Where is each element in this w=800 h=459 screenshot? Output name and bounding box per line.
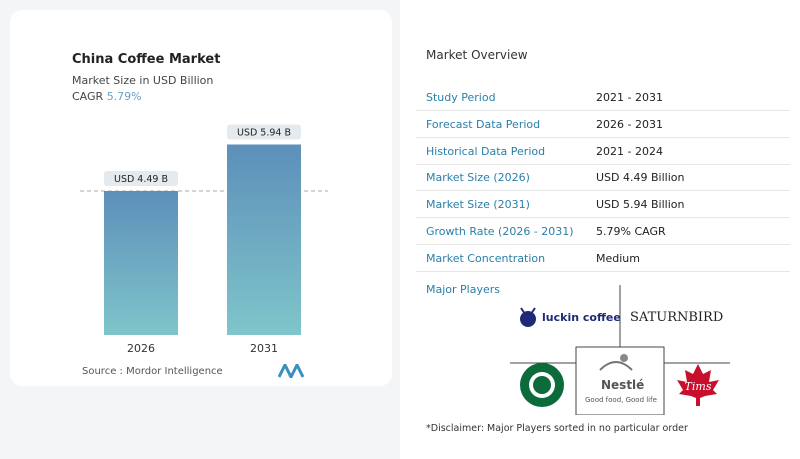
overview-row: Growth Rate (2026 - 2031) 5.79% CAGR (416, 218, 790, 245)
svg-text:Tims: Tims (685, 380, 712, 393)
overview-row-key: Growth Rate (2026 - 2031) (426, 225, 574, 238)
deer-icon (520, 307, 536, 327)
major-players-label: Major Players (426, 283, 500, 296)
chart-card (10, 10, 392, 386)
luckin-coffee-logo: luckin coffee (518, 306, 621, 328)
overview-panel (400, 0, 800, 459)
overview-row: Market Size (2031) USD 5.94 Billion (416, 191, 790, 219)
cagr-value: 5.79% (106, 90, 142, 103)
overview-row-value: USD 4.49 Billion (596, 171, 685, 185)
x-tick-label: 2031 (250, 342, 278, 355)
nestle-logo: Nestlé (601, 378, 645, 392)
overview-row-value: USD 5.94 Billion (596, 198, 685, 212)
data-label: USD 5.94 B (237, 127, 291, 138)
overview-row-value: 2021 - 2031 (596, 91, 663, 104)
source-text: Source : Mordor Intelligence (82, 366, 223, 377)
overview-row-key: Market Size (2026) (426, 171, 530, 185)
cagr-label: CAGR (72, 90, 104, 103)
overview-row-key: Study Period (426, 91, 496, 104)
overview-row: Historical Data Period 2021 - 2024 (416, 138, 790, 165)
overview-row: Market Size (2026) USD 4.49 Billion (416, 164, 790, 192)
overview-row-key: Historical Data Period (426, 144, 546, 158)
overview-row-key: Market Size (2031) (426, 198, 530, 212)
player-grid-lines (510, 285, 730, 415)
tims-maple-leaf-icon: Tims (677, 364, 719, 406)
overview-row: Study Period 2021 - 2031 (416, 84, 790, 111)
overview-row-key: Market Concentration (426, 251, 546, 265)
x-tick-label: 2026 (127, 342, 155, 355)
overview-row: Market Concentration Medium (416, 245, 790, 272)
saturnbird-logo: SATURNBIRD (630, 310, 724, 325)
cagr: CAGR 5.79% (72, 90, 142, 103)
overview-row-value: 2026 - 2031 (596, 117, 663, 131)
nestle-tagline: Good food, Good life (585, 396, 657, 404)
overview-row-key: Forecast Data Period (426, 117, 541, 131)
data-label-bg (104, 171, 178, 186)
mordor-logo-icon (278, 364, 304, 378)
disclaimer: *Disclaimer: Major Players sorted in no … (426, 423, 688, 434)
bar (104, 191, 178, 335)
nestle-nest-icon (599, 354, 633, 371)
starbucks-logo-icon (520, 363, 564, 407)
bar-chart: USD 4.49 B 2026 USD 5.94 B 2031 (80, 124, 328, 355)
data-label-bg (227, 124, 301, 140)
overview-row-value: Medium (596, 251, 640, 265)
data-label: USD 4.49 B (114, 174, 168, 185)
bar (227, 144, 301, 335)
overview-row-value: 5.79% CAGR (596, 225, 666, 238)
overview-row-value: 2021 - 2024 (596, 144, 663, 158)
overview-row: Forecast Data Period 2026 - 2031 (416, 111, 790, 138)
overview-title: Market Overview (426, 48, 528, 62)
chart-subtitle: Market Size in USD Billion (72, 74, 214, 87)
chart-title: China Coffee Market (72, 52, 221, 67)
